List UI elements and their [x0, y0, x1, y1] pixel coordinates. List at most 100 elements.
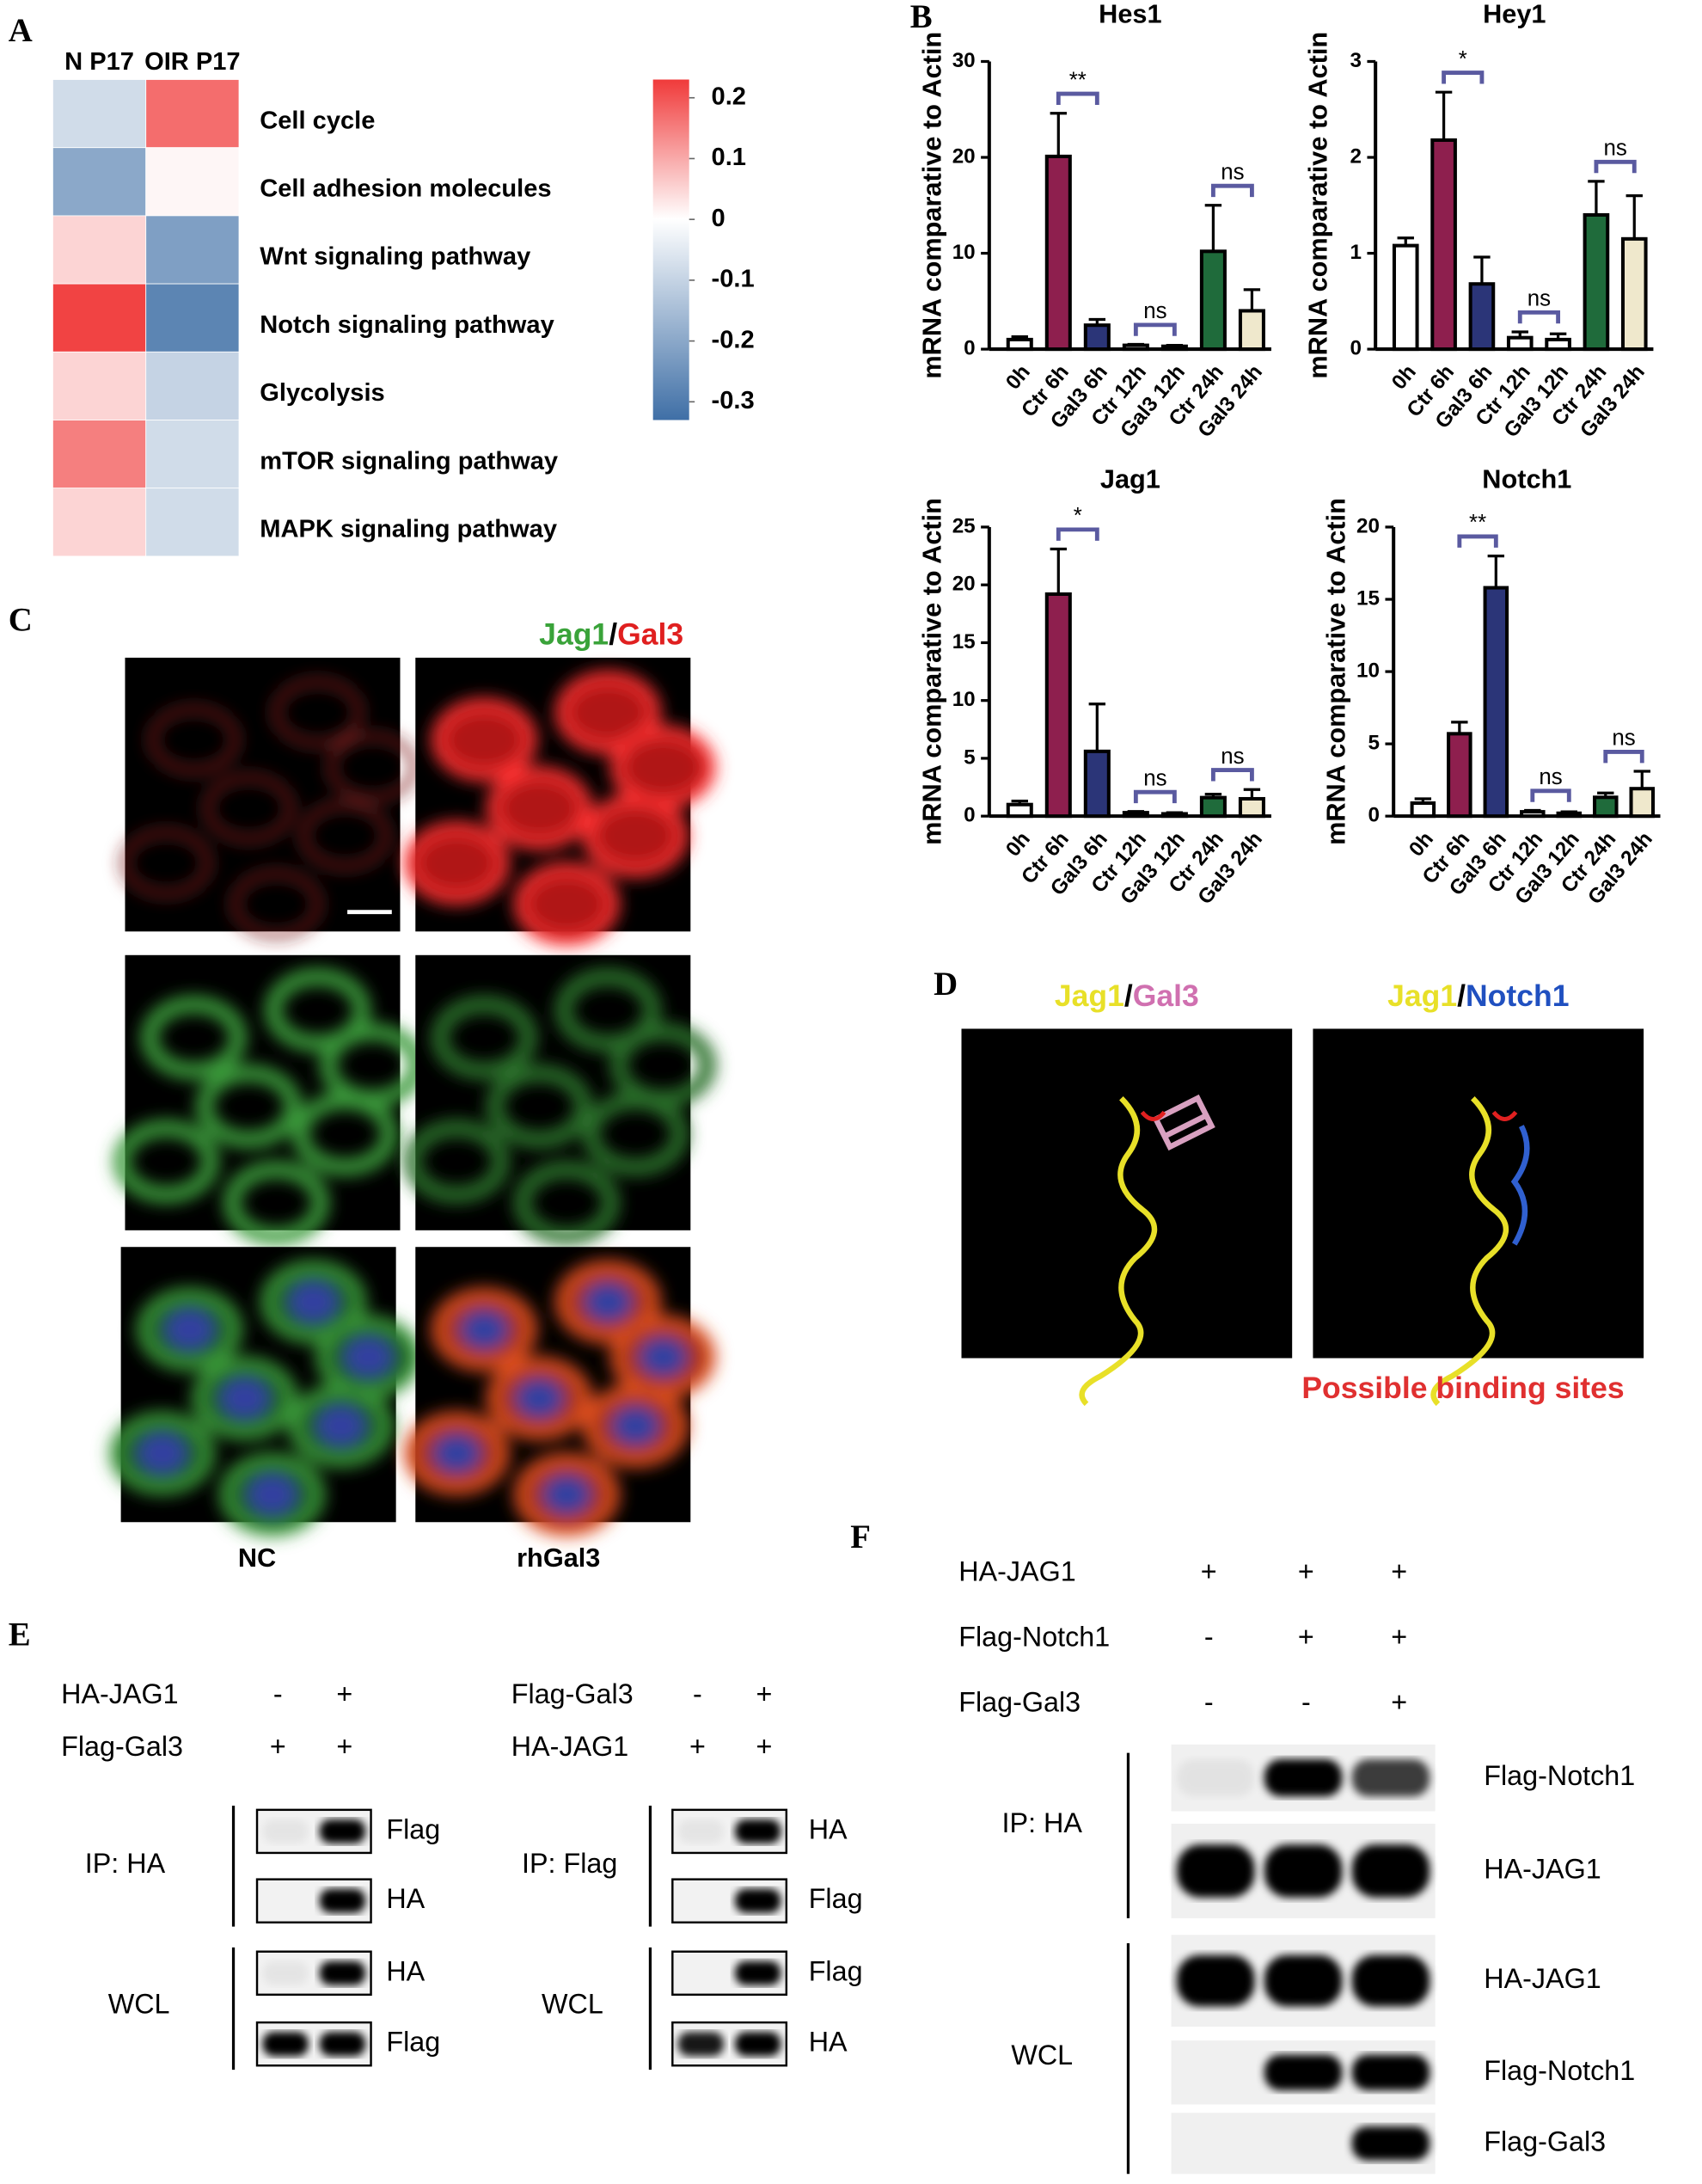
micrograph — [113, 954, 426, 1245]
title-part: Jag1 — [1055, 979, 1124, 1013]
bar — [1620, 236, 1648, 352]
band-label: Flag — [386, 1813, 440, 1844]
cell — [486, 1064, 592, 1149]
protein-partner — [1152, 1094, 1215, 1151]
row-label: Glycolysis — [260, 379, 384, 407]
band-label: HA — [809, 2027, 848, 2058]
y-tick-label: 0 — [964, 336, 975, 359]
color-bar-label: -0.2 — [712, 326, 755, 353]
bar — [1447, 732, 1472, 819]
micrograph — [109, 1247, 422, 1537]
significance-label: ns — [1528, 287, 1551, 311]
color-bar-label: 0 — [712, 205, 725, 232]
error-bar — [1414, 797, 1432, 804]
bar — [1044, 154, 1072, 352]
blot-band — [262, 2032, 309, 2057]
significance-label: * — [1074, 504, 1082, 528]
column-label: N P17 — [64, 48, 134, 76]
band-label: Flag — [386, 2027, 440, 2058]
bar — [1583, 212, 1610, 352]
error-bar — [1127, 342, 1145, 347]
error-bar — [1487, 554, 1505, 588]
y-axis-label: mRNA comparative to Actin — [916, 498, 946, 845]
group-label: WCL — [108, 1988, 170, 2019]
error-bar — [1011, 334, 1028, 340]
bar — [1199, 795, 1227, 819]
blot-band — [1351, 2126, 1430, 2161]
binding-site — [1491, 1110, 1518, 1121]
band-label: Flag-Notch1 — [1484, 2055, 1635, 2086]
cell — [403, 821, 510, 905]
error-bar — [1088, 317, 1106, 326]
blot-band — [1264, 2054, 1343, 2091]
treatment-mark: + — [756, 1731, 773, 1762]
error-bar — [1597, 791, 1614, 798]
heatmap-cell — [145, 215, 240, 285]
band-label: Flag — [809, 1883, 863, 1914]
error-bar — [1549, 332, 1567, 340]
heatmap-cell — [52, 420, 147, 489]
error-bar — [1397, 236, 1414, 246]
cell — [272, 678, 364, 747]
cell — [203, 774, 295, 843]
blot-band — [735, 2032, 781, 2057]
bar — [1392, 243, 1419, 352]
cell — [223, 1161, 329, 1245]
title-part: Jag1 — [1387, 979, 1457, 1013]
treatment-label: Flag-Gal3 — [61, 1731, 183, 1762]
error-bar — [1050, 547, 1067, 594]
significance-label: ns — [1221, 745, 1244, 769]
blot-band — [1177, 1844, 1255, 1898]
group-label: WCL — [542, 1988, 603, 2019]
cell — [196, 1064, 302, 1149]
micrograph — [403, 1247, 716, 1537]
chart-title: Hes1 — [1099, 0, 1161, 28]
significance-label: ** — [1069, 68, 1087, 92]
treatment-label: HA-JAG1 — [511, 1731, 628, 1762]
heatmap-cell — [52, 215, 147, 285]
y-tick-label: 5 — [1368, 732, 1380, 755]
heatmap-cell — [145, 488, 240, 557]
cell — [609, 725, 716, 809]
treatment-label: Flag-Gal3 — [511, 1678, 634, 1709]
bar — [1238, 796, 1265, 819]
error-bar — [1625, 194, 1643, 239]
bar — [1044, 592, 1072, 819]
error-bar — [1166, 343, 1184, 347]
bar — [1468, 282, 1496, 352]
significance-bracket — [1594, 159, 1637, 174]
y-axis-label: mRNA comparative to Actin — [916, 32, 946, 379]
cells — [113, 968, 426, 1245]
panel-title: Jag1/Gal3 — [539, 617, 683, 652]
blot-band — [319, 2032, 366, 2057]
treatment-mark: + — [336, 1678, 352, 1709]
cell — [609, 1023, 716, 1107]
significance-bracket — [1133, 322, 1177, 336]
heatmap-cell — [52, 351, 147, 420]
significance-bracket — [1457, 534, 1498, 548]
treatment-mark: + — [1298, 1556, 1314, 1587]
y-tick-label: 5 — [964, 745, 975, 769]
heatmap-cell — [145, 79, 240, 149]
error-bar — [1524, 808, 1541, 813]
bar — [1122, 811, 1149, 819]
significance-label: * — [1459, 47, 1467, 71]
blot-band — [1264, 1758, 1343, 1797]
significance-label: ns — [1539, 765, 1562, 789]
treatment-mark: + — [1298, 1622, 1314, 1653]
y-tick-label: 15 — [952, 630, 976, 653]
title-part: / — [1457, 979, 1466, 1013]
cells — [403, 1260, 716, 1537]
treatment-mark: - — [273, 1678, 283, 1709]
band-label: Flag — [809, 1955, 863, 1986]
bar — [1410, 801, 1436, 819]
cell — [327, 733, 419, 801]
bar — [1160, 812, 1188, 819]
heatmap-cell — [145, 147, 240, 217]
nucleus — [138, 1433, 187, 1473]
error-bar — [1204, 204, 1222, 252]
error-bar — [1088, 702, 1106, 752]
y-tick-label: 25 — [952, 514, 976, 537]
nucleus — [515, 1378, 563, 1418]
color-bar-label: -0.3 — [712, 387, 755, 414]
